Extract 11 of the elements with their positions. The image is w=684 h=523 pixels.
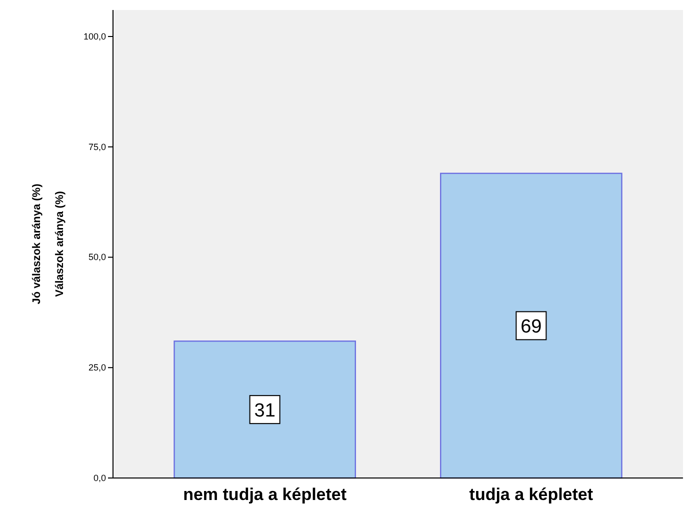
data-label: 31 [254, 400, 276, 422]
y-tick-label: 100,0 [83, 31, 106, 42]
y-axis-title: Válaszok aránya (%) [54, 190, 66, 297]
x-tick-label: tudja a képletet [469, 485, 594, 504]
x-tick-label: nem tudja a képletet [183, 485, 347, 504]
y-tick-label: 75,0 [88, 142, 106, 152]
y-tick-label: 0,0 [93, 473, 106, 483]
data-label: 69 [520, 316, 542, 338]
y-tick-label: 50,0 [88, 252, 106, 262]
text: Jó válaszok aránya (%) [31, 183, 43, 304]
y-tick-label: 25,0 [88, 362, 106, 373]
